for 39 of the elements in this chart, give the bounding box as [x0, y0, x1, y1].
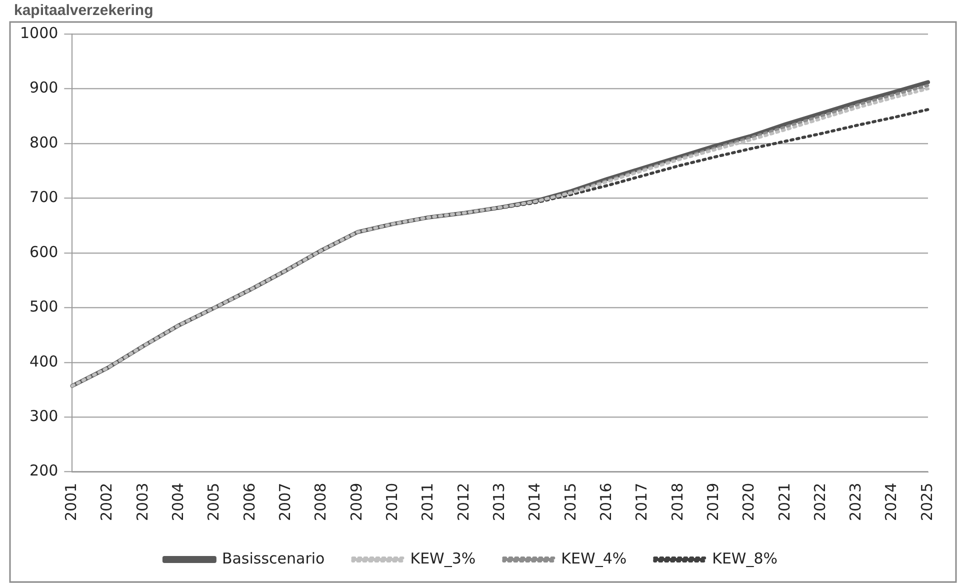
x-tick-label: 2010 [383, 482, 401, 522]
x-tick-label: 2004 [169, 482, 188, 522]
x-tick-label: 2018 [668, 482, 686, 522]
x-tick-label: 2016 [596, 482, 615, 522]
x-tick-label: 2014 [526, 482, 544, 522]
x-tick-label: 2019 [704, 482, 722, 522]
x-tick-label: 2025 [918, 482, 936, 522]
x-tick-label: 2023 [846, 482, 865, 522]
x-tick-label: 2005 [204, 482, 223, 522]
y-tick-label: 400 [30, 352, 58, 370]
y-tick-label: 600 [30, 242, 58, 261]
x-tick-label: 2022 [810, 482, 829, 522]
y-tick-label: 200 [30, 462, 58, 480]
x-tick-label: 2007 [276, 482, 294, 522]
chart-title: kapitaalverzekering [14, 2, 154, 20]
y-tick-label: 1000 [20, 24, 58, 42]
x-tick-label: 2024 [882, 482, 900, 522]
y-tick-label: 300 [30, 406, 58, 425]
legend-label: KEW_3% [410, 549, 476, 568]
x-tick-label: 2012 [454, 482, 472, 522]
y-tick-label: 700 [30, 188, 58, 206]
x-tick-label: 2020 [740, 482, 758, 522]
y-tick-label: 500 [30, 298, 58, 316]
x-tick-label: 2009 [347, 482, 366, 522]
x-tick-label: 2011 [418, 482, 437, 522]
y-tick-label: 800 [30, 133, 58, 152]
x-tick-label: 2003 [133, 482, 152, 522]
legend-label: KEW_8% [712, 549, 778, 568]
legend-label: Basisscenario [222, 549, 325, 568]
x-tick-label: 2017 [632, 482, 651, 522]
x-tick-label: 2001 [62, 482, 80, 522]
x-tick-label: 2021 [775, 482, 794, 522]
y-tick-label: 900 [30, 78, 58, 97]
x-tick-label: 2002 [98, 482, 116, 522]
x-tick-label: 2015 [561, 482, 580, 522]
x-tick-label: 2008 [312, 482, 330, 522]
legend-label: KEW_4% [561, 549, 627, 568]
x-tick-label: 2013 [490, 482, 508, 522]
x-tick-label: 2006 [240, 482, 258, 522]
